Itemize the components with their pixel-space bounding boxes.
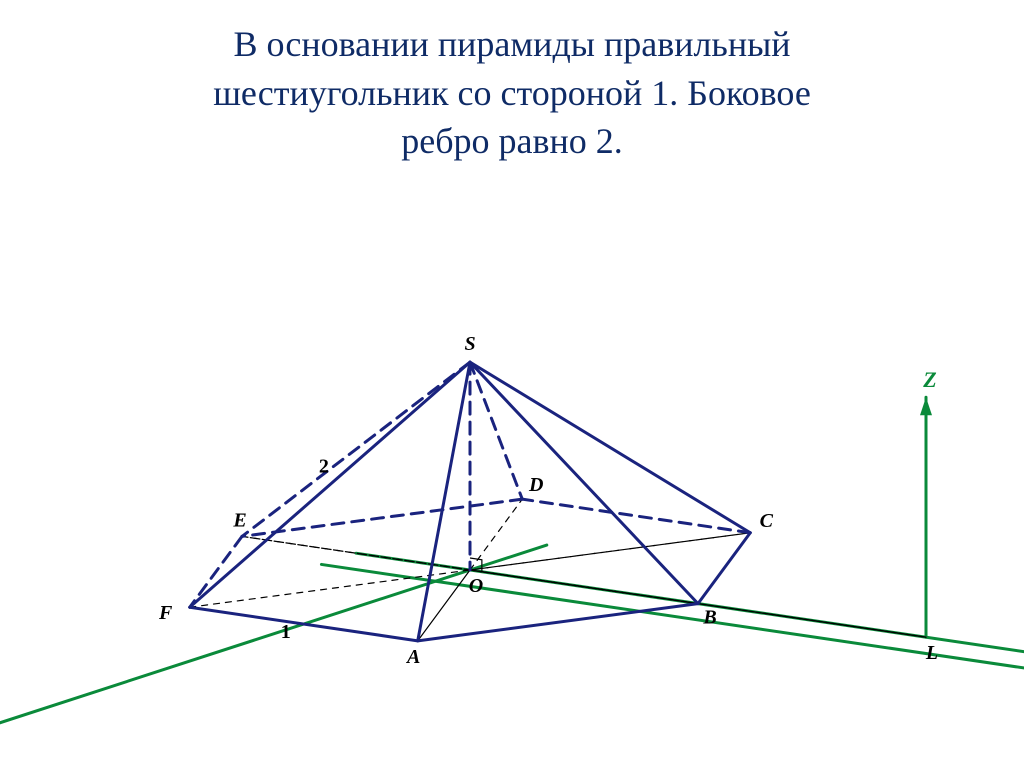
edge-number-side_1: 1 (281, 621, 291, 643)
edge-number-edge_2: 2 (319, 455, 329, 477)
title-line-1: В основании пирамиды правильный (0, 20, 1024, 69)
axis-z-label: Z (922, 367, 936, 392)
title-line-2: шестиугольник со стороной 1. Боковое (0, 69, 1024, 118)
vertex-label-B: B (702, 607, 716, 629)
page-title: В основании пирамиды правильный шестиуго… (0, 20, 1024, 166)
vertex-label-A: A (405, 646, 420, 668)
vertex-label-C: C (760, 510, 774, 532)
vertex-label-F: F (158, 602, 173, 624)
vertex-label-O: O (469, 575, 483, 597)
vertex-label-L: L (925, 642, 938, 664)
vertex-label-D: D (528, 474, 543, 496)
vertex-label-S: S (464, 333, 475, 355)
pyramid-diagram: XYZSABCDEFOL21 (100, 170, 920, 730)
vertex-label-E: E (232, 509, 246, 531)
title-line-3: ребро равно 2. (0, 117, 1024, 166)
diagram-svg: XYZSABCDEFOL21 (100, 170, 920, 730)
